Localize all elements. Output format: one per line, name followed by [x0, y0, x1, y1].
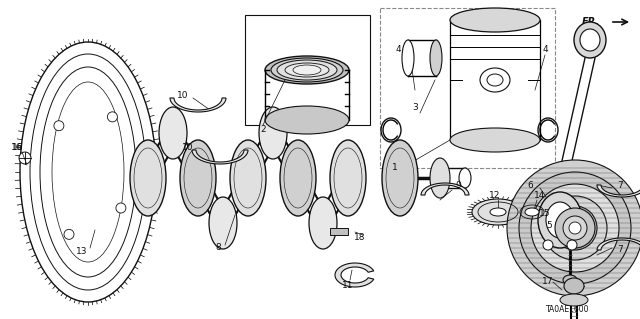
Ellipse shape [543, 196, 607, 260]
Ellipse shape [159, 107, 187, 159]
Polygon shape [597, 185, 640, 197]
Text: FR.: FR. [582, 17, 600, 27]
Text: 7: 7 [617, 181, 623, 189]
Ellipse shape [285, 63, 329, 77]
Text: 5: 5 [546, 220, 552, 229]
Ellipse shape [538, 192, 582, 248]
Ellipse shape [209, 197, 237, 249]
Ellipse shape [265, 56, 349, 84]
Text: 17: 17 [542, 278, 554, 286]
Ellipse shape [560, 294, 588, 306]
Ellipse shape [580, 29, 600, 51]
Ellipse shape [563, 275, 577, 285]
Text: 8: 8 [215, 243, 221, 253]
Ellipse shape [309, 197, 337, 249]
Text: 15: 15 [540, 209, 551, 218]
Ellipse shape [430, 158, 450, 198]
Text: 18: 18 [355, 234, 365, 242]
Text: 11: 11 [342, 280, 354, 290]
Ellipse shape [546, 202, 574, 238]
Text: TA0AE1600: TA0AE1600 [547, 306, 589, 315]
Text: 6: 6 [527, 181, 533, 189]
Ellipse shape [567, 240, 577, 250]
Ellipse shape [19, 152, 31, 164]
Ellipse shape [280, 140, 316, 216]
Text: 12: 12 [490, 190, 500, 199]
Text: 3: 3 [412, 103, 418, 113]
Ellipse shape [480, 68, 510, 92]
Ellipse shape [553, 206, 597, 250]
Ellipse shape [514, 202, 550, 222]
Ellipse shape [64, 229, 74, 239]
Text: 16: 16 [12, 144, 24, 152]
Text: 7: 7 [617, 246, 623, 255]
Ellipse shape [430, 40, 442, 76]
Text: 2: 2 [260, 125, 266, 135]
Ellipse shape [265, 106, 349, 134]
Ellipse shape [459, 168, 471, 188]
Ellipse shape [555, 208, 595, 248]
Ellipse shape [108, 112, 117, 122]
Text: 9: 9 [455, 181, 461, 189]
Ellipse shape [259, 107, 287, 159]
Ellipse shape [563, 216, 587, 240]
Polygon shape [421, 183, 469, 195]
Ellipse shape [450, 128, 540, 152]
Text: 16: 16 [12, 144, 23, 152]
Ellipse shape [402, 40, 414, 76]
Text: 1: 1 [392, 164, 398, 173]
Text: 4: 4 [395, 46, 401, 55]
Ellipse shape [490, 208, 506, 216]
Ellipse shape [519, 172, 631, 284]
Ellipse shape [271, 58, 343, 82]
Ellipse shape [472, 199, 524, 225]
Ellipse shape [507, 160, 640, 296]
Text: 13: 13 [76, 248, 88, 256]
Bar [245, 15, 370, 125]
Ellipse shape [116, 203, 126, 213]
Ellipse shape [564, 278, 584, 294]
Ellipse shape [277, 60, 337, 80]
Ellipse shape [562, 215, 588, 241]
Polygon shape [192, 150, 248, 164]
Ellipse shape [180, 140, 216, 216]
Ellipse shape [330, 140, 366, 216]
Ellipse shape [20, 42, 156, 302]
Ellipse shape [569, 222, 581, 234]
Polygon shape [335, 263, 374, 287]
Polygon shape [170, 98, 226, 112]
Ellipse shape [293, 65, 321, 75]
Ellipse shape [574, 22, 606, 58]
Ellipse shape [531, 184, 619, 272]
Ellipse shape [382, 140, 418, 216]
Text: 10: 10 [177, 91, 189, 100]
Text: 10: 10 [182, 144, 194, 152]
Ellipse shape [525, 208, 539, 216]
Text: 4: 4 [542, 46, 548, 55]
Ellipse shape [543, 240, 553, 250]
Ellipse shape [54, 121, 64, 131]
Ellipse shape [487, 74, 503, 86]
Bar [330, 228, 348, 235]
Ellipse shape [450, 8, 540, 32]
Bar [380, 8, 555, 168]
Ellipse shape [130, 140, 166, 216]
Polygon shape [597, 238, 640, 250]
Text: 14: 14 [534, 190, 546, 199]
Ellipse shape [230, 140, 266, 216]
